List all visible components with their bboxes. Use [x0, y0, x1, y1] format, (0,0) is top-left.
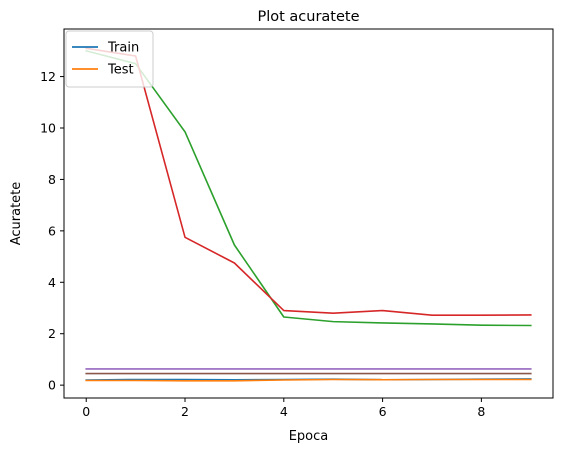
chart-title: Plot acuratete	[257, 9, 359, 25]
legend-label-train: Train	[107, 41, 139, 56]
y-tick-label: 2	[48, 326, 56, 341]
y-axis-ticks: 0 2 4 6 8 10 12	[40, 69, 64, 393]
legend-box	[65, 30, 154, 88]
y-axis-label: Acuratete	[9, 182, 24, 246]
y-tick-label: 4	[48, 275, 56, 290]
legend-label-test: Test	[107, 63, 134, 78]
x-axis-label: Epoca	[289, 429, 329, 444]
series-line-test	[85, 378, 532, 382]
plot-area	[85, 47, 532, 382]
y-tick-label: 10	[40, 121, 56, 136]
x-tick-label: 0	[82, 404, 90, 419]
legend: Train Test	[65, 30, 154, 88]
series-line-unnamed-3	[85, 49, 532, 327]
x-tick-label: 8	[477, 404, 485, 419]
x-tick-label: 2	[181, 404, 189, 419]
series-line-unnamed-4	[85, 47, 532, 317]
y-tick-label: 0	[48, 378, 56, 393]
x-tick-label: 4	[280, 404, 288, 419]
x-tick-label: 6	[379, 404, 387, 419]
y-tick-label: 8	[48, 172, 56, 187]
y-tick-label: 12	[40, 69, 56, 84]
plot-frame	[63, 28, 554, 399]
x-axis-ticks: 0 2 4 6 8	[82, 398, 485, 419]
y-tick-label: 6	[48, 223, 56, 238]
